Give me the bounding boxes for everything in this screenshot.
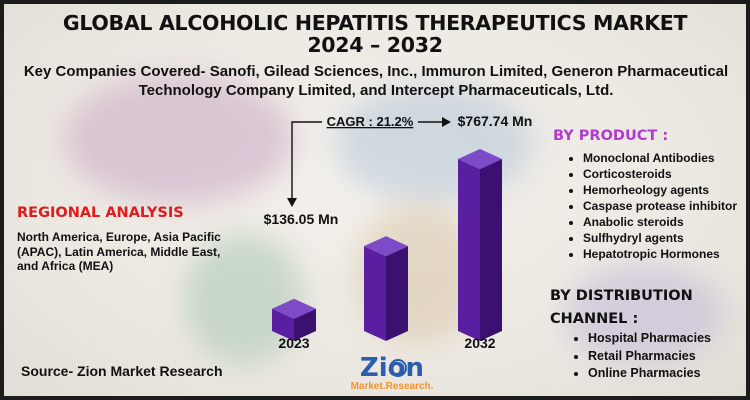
page-title: GLOBAL ALCOHOLIC HEPATITIS THERAPEUTICS …	[4, 12, 746, 56]
list-item: Sulfhydryl agents	[583, 230, 746, 246]
bar-face-top	[458, 149, 502, 169]
bar-face-left	[272, 308, 294, 341]
market-growth-chart: 2023 $136.05 Mn 2032 $767.74 Mn CAGR : 21.2…	[264, 113, 533, 351]
by-product-heading: BY PRODUCT :	[553, 128, 669, 144]
bar-face-top	[364, 236, 408, 257]
data-label: $767.74 Mn	[458, 113, 533, 129]
bar-face-left	[458, 159, 480, 341]
cagr-arrow	[287, 117, 451, 207]
logo-tagline: Market.Research.	[351, 381, 434, 392]
map-oceania	[564, 264, 724, 364]
source-text: Source- Zion Market Research	[21, 363, 223, 379]
list-item: Hemorheology agents	[583, 182, 746, 198]
list-item: Online Pharmacies	[588, 365, 746, 383]
bar-face-right	[386, 246, 408, 341]
bar-face-right	[480, 159, 502, 341]
list-item: Anabolic steroids	[583, 214, 746, 230]
bar-face-left	[364, 246, 386, 341]
regional-analysis-text: North America, Europe, Asia Pacific (APA…	[17, 230, 221, 273]
bar-group	[272, 149, 502, 341]
map-north-america	[64, 74, 294, 204]
bar-face-right	[294, 308, 316, 341]
x-tick-label: 2023	[278, 335, 309, 351]
cagr-label: CAGR : 21.2%	[327, 114, 414, 129]
zion-logo: Zion Market.Research.	[351, 353, 434, 392]
title-line-1: GLOBAL ALCOHOLIC HEPATITIS THERAPEUTICS …	[62, 11, 688, 35]
bar-2023	[272, 298, 316, 341]
by-distribution-heading: BY DISTRIBUTION CHANNEL :	[550, 288, 693, 327]
bar-face-top	[272, 298, 316, 319]
label-group: 2023 $136.05 Mn 2032 $767.74 Mn	[264, 113, 533, 351]
list-item: Caspase protease inhibitor	[583, 198, 746, 214]
distribution-list: Hospital Pharmacies Retail Pharmacies On…	[572, 330, 746, 383]
bar-middle	[364, 236, 408, 341]
key-companies: Key Companies Covered- Sanofi, Gilead Sc…	[23, 63, 729, 99]
map-south-america	[184, 234, 304, 364]
list-item: Monoclonal Antibodies	[583, 150, 746, 166]
list-item: Corticosteroids	[583, 166, 746, 182]
list-item: Hospital Pharmacies	[588, 330, 746, 348]
regional-analysis-heading: REGIONAL ANALYSIS	[17, 205, 184, 221]
list-item: Hepatotropic Hormones	[583, 246, 746, 262]
bar-2032	[458, 149, 502, 341]
globe-icon	[389, 359, 407, 377]
data-label: $136.05 Mn	[264, 211, 339, 227]
list-item: Retail Pharmacies	[588, 348, 746, 366]
x-tick-label: 2032	[464, 335, 495, 351]
logo-word: Zion	[360, 353, 424, 383]
title-line-2: 2024 – 2032	[307, 33, 443, 57]
product-list: Monoclonal Antibodies Corticosteroids He…	[567, 150, 746, 262]
